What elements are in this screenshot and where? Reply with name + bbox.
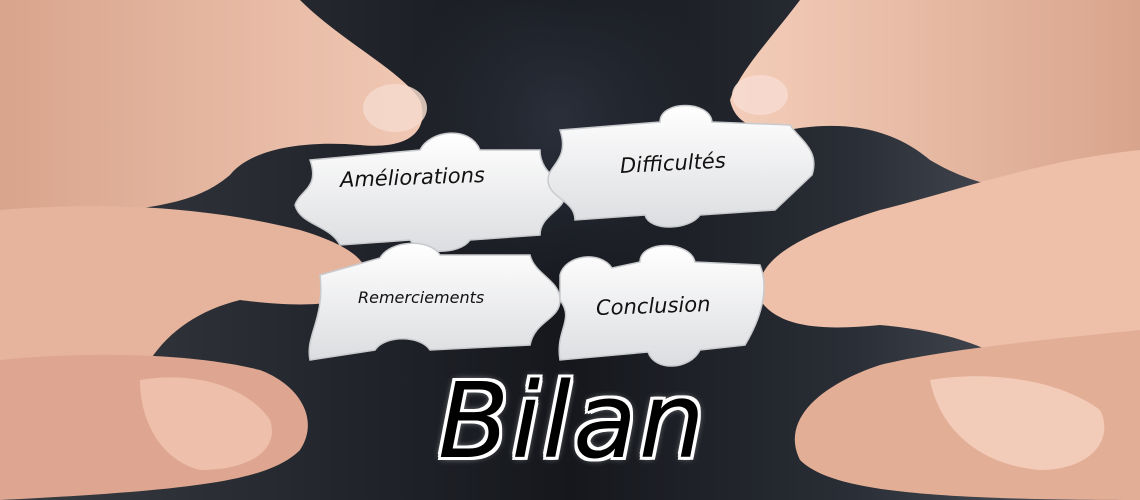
title-bilan: Bilan	[438, 360, 707, 482]
puzzle-piece-bottom-right	[558, 244, 765, 367]
puzzle-pieces	[294, 104, 815, 367]
puzzle-label-remerciements: Remerciements	[358, 288, 485, 307]
puzzle-label-conclusion: Conclusion	[595, 292, 711, 320]
puzzle-label-ameliorations: Améliorations	[339, 162, 486, 192]
left-hands	[0, 0, 427, 500]
puzzle-piece-top-right	[547, 104, 815, 228]
puzzle-piece-bottom-left	[308, 242, 561, 361]
puzzle-piece-top-left	[294, 132, 566, 252]
right-hands	[730, 0, 1140, 500]
